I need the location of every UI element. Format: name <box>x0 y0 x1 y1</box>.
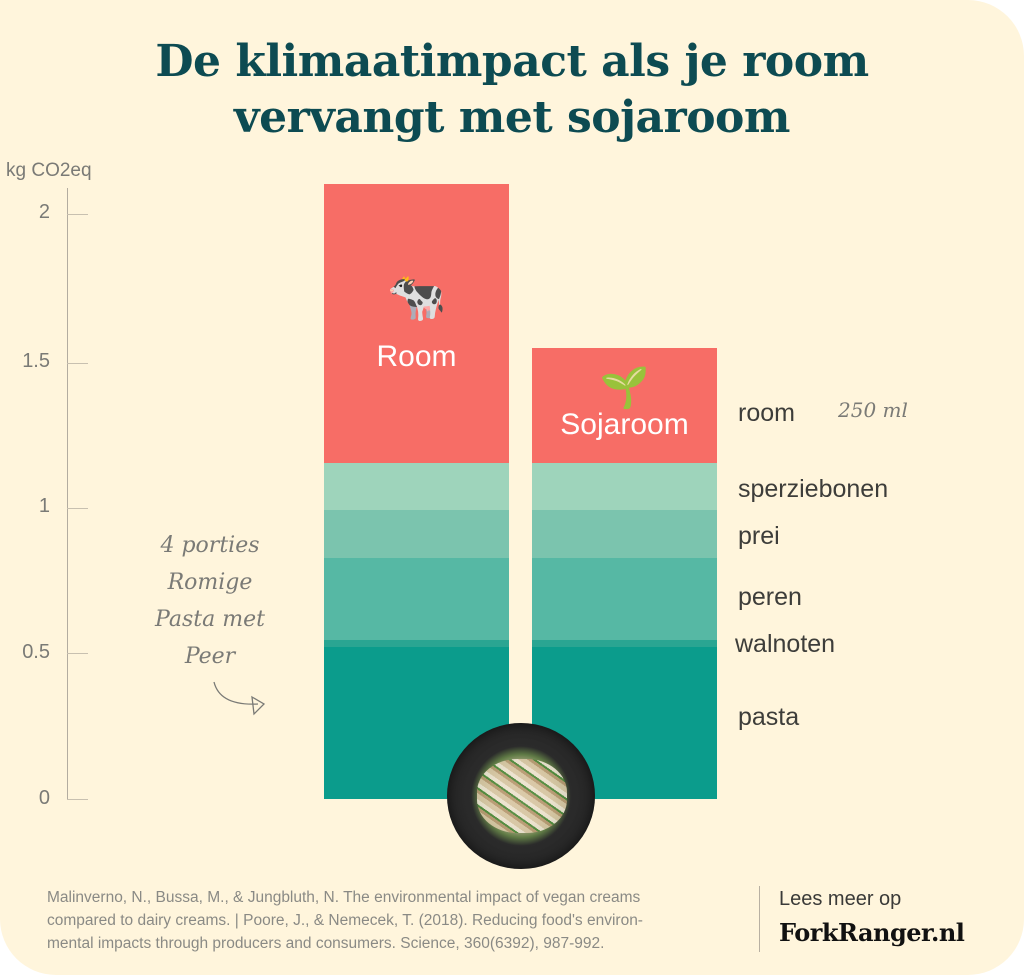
recipe-annotation: 4 porties Romige Pasta met Peer <box>120 527 300 675</box>
seedling-icon: 🌱 <box>599 366 650 410</box>
legend-walnoten: walnoten <box>735 630 836 658</box>
segment-walnoten <box>324 640 509 647</box>
y-tick-1 <box>67 508 88 509</box>
y-tick-label: 0 <box>38 787 50 809</box>
segment-peren <box>324 558 509 640</box>
citation: Malinverno, N., Bussa, M., & Jungbluth, … <box>47 886 747 955</box>
annotation-line: Romige <box>167 570 253 595</box>
segment-walnoten <box>532 640 717 647</box>
citation-line: mental impacts through producers and con… <box>47 935 605 952</box>
legend-peren: peren <box>738 583 802 611</box>
bar-label-room: Room <box>376 340 457 373</box>
legend-prei: prei <box>738 522 780 550</box>
bar-label-sojaroom: Sojaroom <box>560 408 689 441</box>
pasta-plate-image <box>447 723 595 869</box>
y-tick-label: 1 <box>38 495 50 517</box>
title-line-1: De klimaatimpact als je room <box>155 36 869 87</box>
segment-prei <box>532 510 717 558</box>
y-tick-0 <box>67 799 88 800</box>
segment-sperziebonen <box>324 463 509 510</box>
annotation-line: 4 porties <box>160 533 260 558</box>
cow-icon: 🐄 <box>386 271 447 324</box>
segment-prei <box>324 510 509 558</box>
y-axis-label: kg CO2eq <box>6 160 92 181</box>
legend-pasta: pasta <box>738 703 800 731</box>
y-tick-2 <box>67 214 88 215</box>
bar-room: 🐄 Room <box>324 184 509 799</box>
chart-title: De klimaatimpact als je room vervangt me… <box>0 34 1024 146</box>
curved-arrow-icon <box>213 681 266 716</box>
segment-peren <box>532 558 717 640</box>
lees-meer-label: Lees meer op <box>779 888 902 910</box>
annotation-line: Pasta met <box>155 607 265 632</box>
title-line-2: vervangt met sojaroom <box>234 92 790 143</box>
legend-room-note: 250 ml <box>838 398 908 422</box>
citation-line: compared to dairy creams. | Poore, J., &… <box>47 912 643 929</box>
legend-sperziebonen: sperziebonen <box>738 475 889 503</box>
footer-divider <box>759 886 760 952</box>
y-tick-label: 2 <box>38 201 50 223</box>
segment-room-soja <box>532 348 717 463</box>
y-tick-label: 1.5 <box>22 350 50 372</box>
brand-link[interactable]: ForkRanger.nl <box>779 918 965 947</box>
annotation-line: Peer <box>184 644 236 669</box>
y-tick-1-5 <box>67 363 88 364</box>
citation-line: Malinverno, N., Bussa, M., & Jungbluth, … <box>47 889 641 906</box>
y-tick-label: 0.5 <box>22 641 50 663</box>
pasta-food <box>477 759 567 833</box>
segment-room-dairy <box>324 184 509 463</box>
bar-sojaroom: 🌱 Sojaroom <box>532 348 717 799</box>
segment-sperziebonen <box>532 463 717 510</box>
y-tick-0-5 <box>67 653 88 654</box>
y-axis-line <box>67 188 68 800</box>
legend-room: room <box>738 399 795 427</box>
